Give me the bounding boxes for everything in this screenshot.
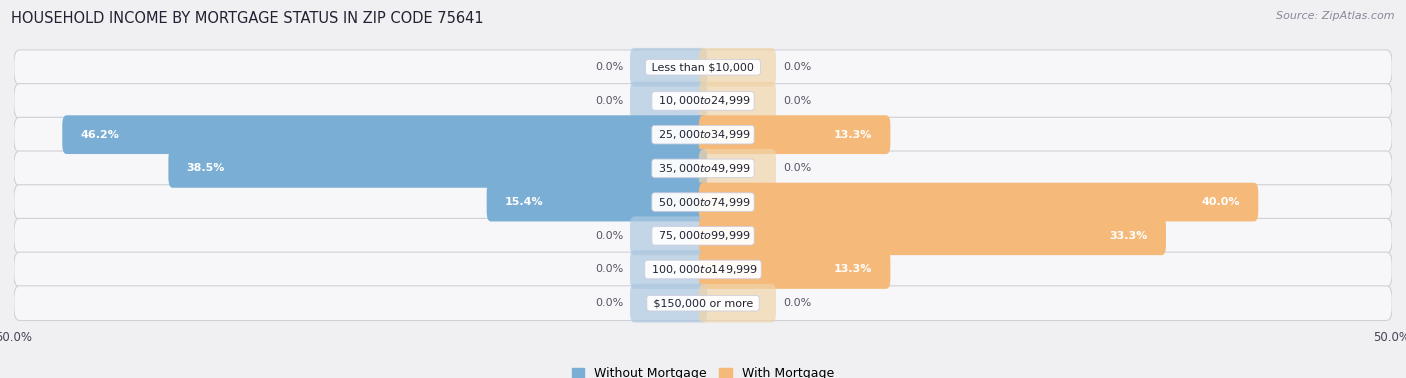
Text: $50,000 to $74,999: $50,000 to $74,999 bbox=[655, 195, 751, 209]
FancyBboxPatch shape bbox=[630, 82, 707, 120]
FancyBboxPatch shape bbox=[699, 284, 776, 322]
FancyBboxPatch shape bbox=[699, 115, 890, 154]
FancyBboxPatch shape bbox=[699, 82, 776, 120]
Text: 0.0%: 0.0% bbox=[783, 163, 811, 174]
Text: 0.0%: 0.0% bbox=[595, 298, 623, 308]
Text: Source: ZipAtlas.com: Source: ZipAtlas.com bbox=[1277, 11, 1395, 21]
FancyBboxPatch shape bbox=[62, 115, 707, 154]
Text: Less than $10,000: Less than $10,000 bbox=[648, 62, 758, 72]
FancyBboxPatch shape bbox=[14, 117, 1392, 152]
FancyBboxPatch shape bbox=[14, 218, 1392, 253]
FancyBboxPatch shape bbox=[169, 149, 707, 188]
Text: 15.4%: 15.4% bbox=[505, 197, 543, 207]
Text: 46.2%: 46.2% bbox=[80, 130, 120, 139]
Text: $75,000 to $99,999: $75,000 to $99,999 bbox=[655, 229, 751, 242]
FancyBboxPatch shape bbox=[630, 284, 707, 322]
FancyBboxPatch shape bbox=[14, 151, 1392, 186]
Text: $35,000 to $49,999: $35,000 to $49,999 bbox=[655, 162, 751, 175]
FancyBboxPatch shape bbox=[486, 183, 707, 222]
FancyBboxPatch shape bbox=[630, 216, 707, 255]
Text: 40.0%: 40.0% bbox=[1202, 197, 1240, 207]
Text: 13.3%: 13.3% bbox=[834, 265, 873, 274]
Text: $25,000 to $34,999: $25,000 to $34,999 bbox=[655, 128, 751, 141]
FancyBboxPatch shape bbox=[699, 149, 776, 188]
Text: 13.3%: 13.3% bbox=[834, 130, 873, 139]
FancyBboxPatch shape bbox=[14, 84, 1392, 118]
Text: 0.0%: 0.0% bbox=[595, 231, 623, 241]
Text: HOUSEHOLD INCOME BY MORTGAGE STATUS IN ZIP CODE 75641: HOUSEHOLD INCOME BY MORTGAGE STATUS IN Z… bbox=[11, 11, 484, 26]
Legend: Without Mortgage, With Mortgage: Without Mortgage, With Mortgage bbox=[572, 367, 834, 378]
FancyBboxPatch shape bbox=[14, 252, 1392, 287]
Text: 0.0%: 0.0% bbox=[595, 62, 623, 72]
Text: 38.5%: 38.5% bbox=[186, 163, 225, 174]
FancyBboxPatch shape bbox=[14, 286, 1392, 321]
FancyBboxPatch shape bbox=[699, 183, 1258, 222]
FancyBboxPatch shape bbox=[14, 50, 1392, 85]
FancyBboxPatch shape bbox=[699, 250, 890, 289]
FancyBboxPatch shape bbox=[630, 250, 707, 289]
FancyBboxPatch shape bbox=[630, 48, 707, 87]
Text: 0.0%: 0.0% bbox=[783, 298, 811, 308]
Text: 0.0%: 0.0% bbox=[595, 96, 623, 106]
Text: $100,000 to $149,999: $100,000 to $149,999 bbox=[648, 263, 758, 276]
Text: $10,000 to $24,999: $10,000 to $24,999 bbox=[655, 94, 751, 107]
FancyBboxPatch shape bbox=[699, 216, 1166, 255]
FancyBboxPatch shape bbox=[699, 48, 776, 87]
Text: 0.0%: 0.0% bbox=[783, 62, 811, 72]
Text: 33.3%: 33.3% bbox=[1109, 231, 1149, 241]
Text: $150,000 or more: $150,000 or more bbox=[650, 298, 756, 308]
FancyBboxPatch shape bbox=[14, 185, 1392, 219]
Text: 0.0%: 0.0% bbox=[595, 265, 623, 274]
Text: 0.0%: 0.0% bbox=[783, 96, 811, 106]
